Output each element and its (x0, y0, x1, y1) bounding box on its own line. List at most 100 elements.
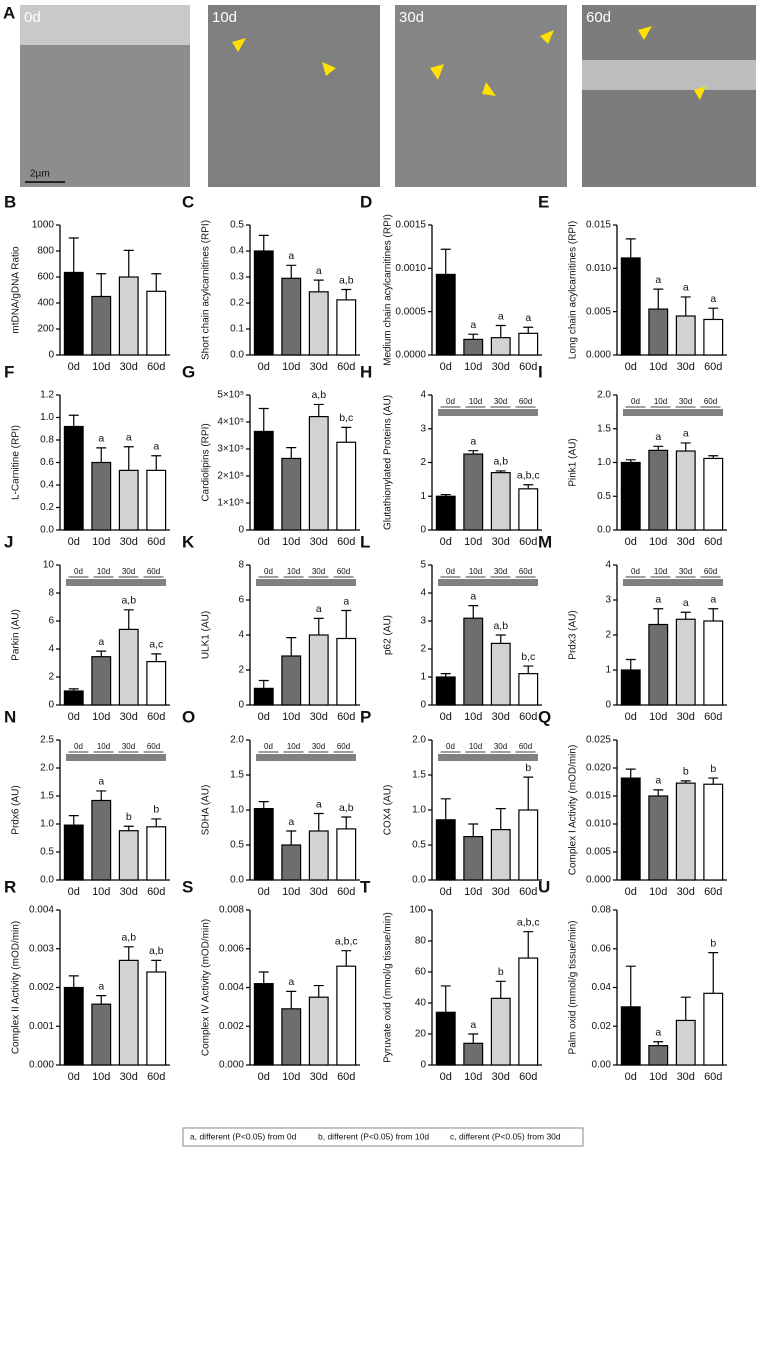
y-tick-label: 6 (48, 616, 54, 627)
error-bar (468, 450, 479, 455)
x-tick-label: 10d (92, 886, 110, 898)
panel-label: J (4, 532, 13, 551)
y-tick-label: 0.025 (586, 735, 611, 746)
error-bar (680, 780, 691, 784)
y-tick-label: 4×10⁵ (217, 417, 244, 428)
error-bar (286, 447, 297, 459)
error-bar (653, 789, 664, 796)
y-tick-label: 6 (238, 595, 244, 606)
blot-label: 0d (74, 567, 83, 576)
x-tick-label: 60d (147, 886, 165, 898)
significance-label: a (343, 595, 349, 607)
blot-label: 60d (704, 567, 717, 576)
x-tick-label: 10d (282, 536, 300, 548)
y-tick-label: 0.5 (40, 847, 54, 858)
y-tick-label: 1 (420, 672, 426, 683)
error-bar (440, 798, 451, 820)
y-tick-label: 1 (605, 665, 611, 676)
x-tick-label: 10d (92, 711, 110, 723)
error-bar (151, 959, 162, 972)
panel-label: U (538, 877, 550, 896)
x-tick-label: 10d (464, 361, 482, 373)
error-bar (495, 808, 506, 830)
significance-label: a,b (149, 945, 164, 957)
y-tick-label: 2.0 (230, 735, 244, 746)
bar (253, 687, 274, 706)
y-axis-label: Glutathionylated Proteins (AU) (383, 395, 394, 530)
error-bar (708, 307, 719, 320)
panel-label: F (4, 362, 14, 381)
bar (63, 824, 84, 881)
arrowhead (540, 30, 554, 44)
bar (336, 441, 357, 531)
y-tick-label: 0.06 (592, 943, 612, 954)
y-axis-label: Cardiolipins (RPI) (201, 423, 212, 501)
y-tick-label: 2 (605, 630, 611, 641)
blot-label: 30d (122, 567, 135, 576)
error-bar (123, 446, 134, 471)
micrograph (582, 5, 756, 187)
panel-label: I (538, 362, 543, 381)
x-tick-label: 0d (625, 536, 637, 548)
arrowhead (232, 38, 246, 52)
blot-label: 60d (704, 397, 717, 406)
significance-label: b,c (339, 412, 353, 424)
y-tick-label: 0.0010 (395, 263, 426, 274)
significance-label: b (525, 762, 531, 774)
significance-label: a (316, 798, 322, 810)
bar (518, 957, 539, 1066)
y-tick-label: 4 (605, 560, 611, 571)
x-tick-label: 30d (492, 1071, 510, 1083)
error-bar (440, 985, 451, 1013)
x-tick-label: 10d (92, 361, 110, 373)
error-bar (313, 403, 324, 417)
x-tick-label: 60d (337, 536, 355, 548)
y-tick-label: 60 (415, 967, 427, 978)
x-tick-label: 30d (310, 1071, 328, 1083)
bar (336, 637, 357, 706)
y-tick-label: 0 (238, 525, 244, 536)
panel-label: S (182, 877, 193, 896)
error-bar (440, 673, 451, 677)
y-tick-label: 0.0 (40, 525, 54, 536)
error-bar (68, 237, 79, 273)
error-bar (523, 931, 534, 959)
significance-label: a (710, 293, 716, 305)
y-axis-label: p62 (AU) (383, 615, 394, 655)
y-tick-label: 1.5 (230, 770, 244, 781)
x-tick-label: 0d (440, 886, 452, 898)
y-tick-label: 0.4 (40, 480, 54, 491)
y-axis-label: Long chain acylcarnitines (RPI) (568, 221, 579, 359)
y-tick-label: 0 (238, 700, 244, 711)
y-tick-label: 0.000 (29, 1060, 54, 1071)
y-tick-label: 0.0015 (395, 220, 426, 231)
error-bar (286, 990, 297, 1009)
error-bar (495, 980, 506, 999)
micrograph (208, 5, 380, 187)
significance-label: a (655, 431, 661, 443)
error-bar (68, 815, 79, 826)
x-tick-label: 10d (464, 711, 482, 723)
error-bar (680, 296, 691, 316)
y-tick-label: 0.000 (586, 875, 611, 886)
x-tick-label: 0d (440, 711, 452, 723)
y-tick-label: 1 (420, 491, 426, 502)
bar (118, 959, 139, 1066)
x-tick-label: 60d (337, 886, 355, 898)
error-bar (123, 946, 134, 961)
y-tick-label: 200 (37, 324, 54, 335)
error-bar (258, 679, 269, 689)
y-tick-label: 2.0 (597, 390, 611, 401)
bar (336, 965, 357, 1066)
bar (308, 996, 329, 1066)
blot-label: 60d (337, 567, 350, 576)
y-tick-label: 800 (37, 246, 54, 257)
y-tick-label: 0.015 (586, 791, 611, 802)
error-bar (313, 279, 324, 292)
error-bar (96, 790, 107, 801)
blot-label: 30d (679, 397, 692, 406)
bar (146, 660, 167, 706)
x-tick-label: 0d (68, 361, 80, 373)
y-tick-label: 0.08 (592, 905, 612, 916)
y-tick-label: 0.04 (592, 982, 612, 993)
